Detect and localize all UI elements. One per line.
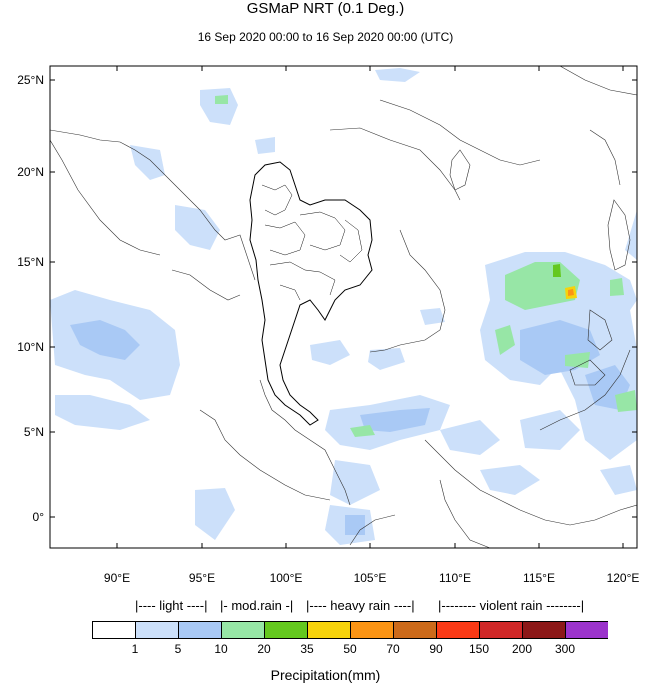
category-light: |---- light ----| <box>135 598 208 613</box>
category-moderate: |- mod.rain -| <box>220 598 294 613</box>
legend-title: Precipitation(mm) <box>270 667 381 683</box>
legend-tick-3: 20 <box>257 642 271 656</box>
legend-tick-4: 35 <box>300 642 314 656</box>
legend-swatch-0 <box>92 621 136 639</box>
intensity-categories: |---- light ----| |- mod.rain -| |---- h… <box>130 598 610 614</box>
legend-tick-1: 5 <box>174 642 182 656</box>
lon-label-120e: 120°E <box>606 571 640 585</box>
legend-swatch-7 <box>393 621 437 639</box>
color-legend <box>92 621 608 639</box>
coastlines <box>50 66 637 548</box>
rain-heavy <box>553 264 577 299</box>
legend-tick-5: 50 <box>343 642 357 656</box>
legend-swatch-8 <box>436 621 480 639</box>
thailand-provinces <box>249 161 373 426</box>
rain-light <box>50 68 637 545</box>
lat-label-0: 0° <box>32 510 44 524</box>
lon-label-100e: 100°E <box>269 571 303 585</box>
legend-swatch-1 <box>135 621 179 639</box>
lat-label-25n: 25°N <box>17 73 44 87</box>
time-range-subtitle: 16 Sep 2020 00:00 to 16 Sep 2020 00:00 (… <box>197 30 454 44</box>
legend-tick-7: 90 <box>429 642 443 656</box>
legend-tick-9: 200 <box>511 642 533 656</box>
lat-label-20n: 20°N <box>17 165 44 179</box>
legend-swatch-6 <box>350 621 394 639</box>
lon-label-115e: 115°E <box>523 571 555 585</box>
lat-label-15n: 15°N <box>17 255 44 269</box>
map-title: GSMaP NRT (0.1 Deg.) <box>246 0 405 17</box>
thailand-internal <box>261 184 363 301</box>
lat-label-5n: 5°N <box>23 425 44 439</box>
legend-tick-6: 70 <box>386 642 400 656</box>
precipitation-map <box>49 65 638 549</box>
legend-swatch-11 <box>565 621 608 639</box>
legend-tick-10: 300 <box>554 642 576 656</box>
rain-green <box>215 95 637 437</box>
lon-label-110e: 110°E <box>439 571 471 585</box>
lon-label-105e: 105°E <box>353 571 387 585</box>
lon-label-95e: 95°E <box>188 571 216 585</box>
legend-swatch-2 <box>178 621 222 639</box>
map-frame <box>49 65 638 549</box>
tick-marks <box>50 66 637 548</box>
legend-swatch-4 <box>264 621 308 639</box>
legend-swatch-5 <box>307 621 351 639</box>
legend-swatch-3 <box>221 621 265 639</box>
category-violent: |-------- violent rain --------| <box>438 598 585 613</box>
category-heavy: |---- heavy rain ----| <box>306 598 415 613</box>
legend-tick-0: 1 <box>131 642 139 656</box>
legend-tick-8: 150 <box>468 642 490 656</box>
lon-label-90e: 90°E <box>103 571 131 585</box>
map-content <box>50 66 637 548</box>
legend-tick-2: 10 <box>214 642 228 656</box>
legend-swatch-9 <box>479 621 523 639</box>
legend-swatch-10 <box>522 621 566 639</box>
lat-label-10n: 10°N <box>17 340 44 354</box>
